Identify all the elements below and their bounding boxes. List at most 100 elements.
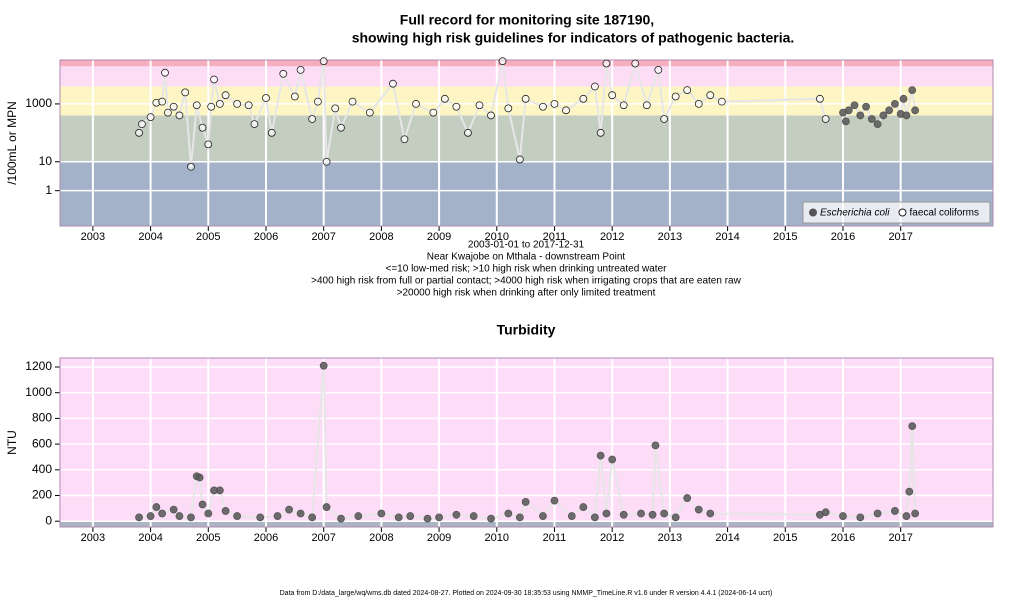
x-tick-label: 2008	[369, 532, 393, 544]
data-point	[198, 123, 207, 132]
data-point	[175, 111, 184, 120]
data-point	[195, 473, 204, 482]
data-point	[322, 157, 331, 166]
data-point	[891, 507, 899, 515]
data-point	[161, 68, 169, 77]
data-point	[400, 135, 409, 144]
x-tick-label: 2009	[427, 532, 451, 544]
y-tick-label: 800	[32, 411, 52, 425]
data-point	[435, 513, 443, 522]
data-point	[879, 111, 888, 120]
data-point	[660, 509, 669, 518]
data-point	[579, 94, 588, 103]
data-point	[515, 155, 524, 164]
data-point	[550, 496, 559, 505]
data-point	[135, 513, 143, 522]
data-point	[487, 111, 495, 120]
data-point	[354, 512, 363, 520]
data-point	[550, 100, 559, 108]
data-point	[273, 512, 282, 520]
data-point	[308, 115, 317, 123]
data-point	[683, 494, 692, 502]
data-point	[221, 507, 230, 515]
data-point	[469, 512, 478, 520]
data-point	[337, 123, 345, 132]
data-point	[631, 59, 640, 68]
data-point	[296, 509, 305, 518]
data-point	[498, 57, 507, 66]
data-point	[816, 94, 824, 103]
data-point	[596, 128, 605, 137]
data-point	[221, 91, 230, 100]
x-tick-label: 2003	[81, 532, 105, 544]
data-point	[694, 505, 703, 514]
data-point	[187, 162, 195, 171]
plot-frame	[59, 357, 994, 528]
data-point	[590, 82, 599, 91]
data-point	[158, 97, 167, 106]
data-point	[521, 94, 530, 103]
data-point	[648, 510, 657, 519]
data-point	[885, 106, 894, 115]
data-point	[839, 512, 847, 520]
data-point	[862, 102, 870, 111]
data-point	[377, 509, 386, 518]
data-point	[348, 97, 357, 106]
x-tick-label: 2003	[81, 231, 105, 243]
data-point	[619, 101, 628, 110]
plot-frame	[59, 59, 994, 227]
data-point	[521, 498, 530, 506]
x-tick-label: 2011	[543, 532, 567, 544]
data-point	[262, 94, 270, 102]
x-tick-label: 2006	[254, 532, 278, 544]
y-tick-label: 0	[45, 513, 52, 527]
data-point	[308, 513, 317, 522]
data-point	[683, 86, 692, 95]
data-point	[579, 503, 588, 511]
data-point	[412, 100, 420, 108]
data-point	[296, 66, 305, 74]
y-axis-label: NTU	[5, 430, 19, 455]
data-point	[841, 117, 850, 126]
x-tick-label: 2006	[254, 231, 278, 243]
data-point	[256, 513, 265, 522]
data-point	[660, 115, 669, 123]
x-tick-label: 2008	[369, 231, 393, 243]
data-point	[406, 512, 415, 520]
y-tick-label: 400	[32, 462, 52, 476]
data-point	[158, 509, 167, 518]
data-point	[146, 113, 155, 121]
y-tick-label: 1	[45, 183, 52, 197]
data-point	[452, 102, 461, 111]
data-point	[596, 451, 605, 460]
data-point	[602, 509, 611, 518]
data-point	[706, 509, 715, 518]
x-tick-label: 2013	[658, 231, 682, 243]
data-point	[440, 94, 449, 103]
caption: >20000 high risk when drinking after onl…	[397, 288, 656, 299]
x-tick-label: 2007	[311, 532, 335, 544]
data-point	[475, 101, 484, 110]
y-tick-label: 1200	[25, 359, 52, 373]
legend-label: faecal coliforms	[909, 208, 978, 219]
data-point	[233, 512, 242, 520]
data-point	[464, 128, 472, 137]
data-point	[717, 97, 726, 106]
data-point	[891, 100, 899, 108]
caption: >400 high risk from full or partial cont…	[311, 276, 741, 287]
data-point	[452, 510, 461, 519]
risk-band	[60, 358, 993, 522]
data-point	[331, 104, 340, 113]
data-point	[389, 79, 397, 88]
data-point	[567, 512, 576, 520]
data-point	[911, 106, 920, 115]
data-point	[210, 75, 218, 84]
risk-band	[60, 521, 993, 527]
data-point	[250, 120, 259, 129]
caption: Near Kwajobe on Mthala - downstream Poin…	[427, 252, 626, 263]
data-point	[487, 514, 495, 523]
data-point	[138, 120, 146, 129]
x-tick-label: 2017	[888, 231, 912, 243]
